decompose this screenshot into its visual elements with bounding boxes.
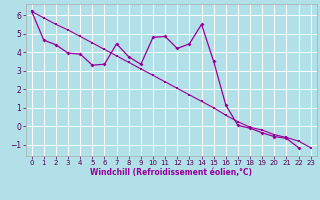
X-axis label: Windchill (Refroidissement éolien,°C): Windchill (Refroidissement éolien,°C) xyxy=(90,168,252,177)
